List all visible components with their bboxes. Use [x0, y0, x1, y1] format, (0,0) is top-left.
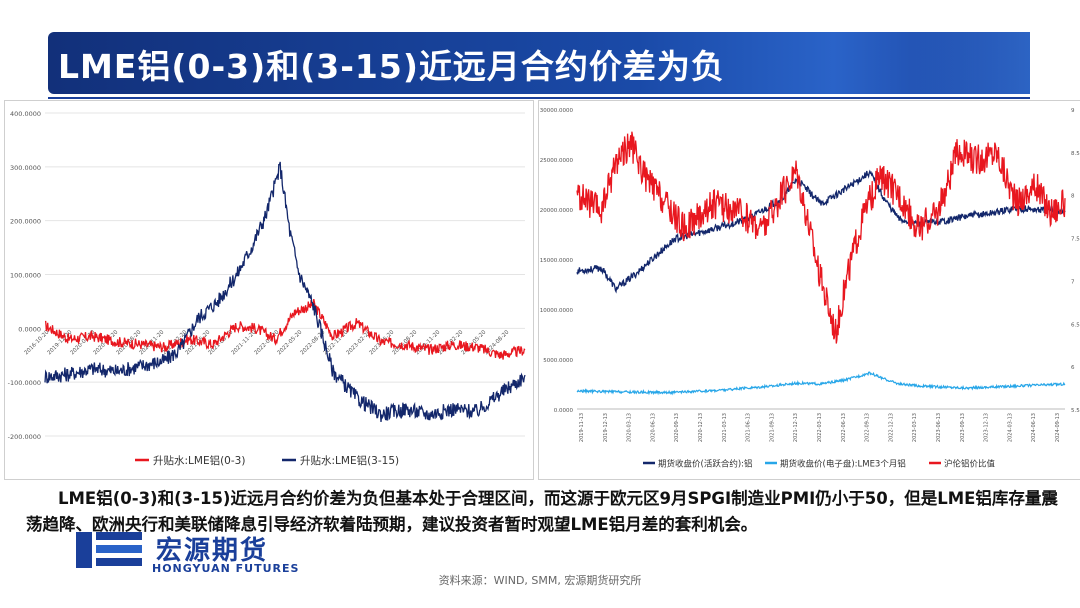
legend-label: 升贴水:LME铝(0-3) [153, 454, 245, 467]
logo-mark-icon [76, 532, 142, 568]
series-line-1 [44, 161, 526, 422]
x-tick-label: 2024-03-13 [1007, 413, 1013, 442]
logo-cn-text: 宏源期货 [156, 536, 269, 566]
x-tick-label: 2023-03-13 [912, 413, 918, 442]
y2-tick-label: 8 [1071, 194, 1075, 200]
legend-label: 期货收盘价(电子盘):LME3个月铝 [780, 459, 906, 470]
x-tick-label: 2020-03-13 [627, 413, 633, 442]
legend-label: 期货收盘价(活跃合约):铝 [658, 459, 753, 470]
right-chart-panel: 30000.0000 25000.0000 20000.0000 15000.0000… [538, 100, 1080, 480]
y-tick-label: 200.0000 [10, 218, 41, 226]
y2-tick-label: 9 [1071, 108, 1075, 114]
y-tick-label: 0.0000 [554, 408, 574, 414]
x-tick-label: 2022-12-13 [888, 413, 894, 442]
x-tick-label: 2023-09-13 [960, 413, 966, 442]
x-tick-label: 2022-06-13 [841, 413, 847, 442]
y-tick-label: 30000.0000 [540, 108, 574, 114]
x-tick-label: 2022-03-13 [817, 413, 823, 442]
company-logo: 宏源期货 HONGYUAN FUTURES [76, 530, 316, 578]
x-tick-label: 2020-09-13 [674, 413, 680, 442]
y-tick-label: 400.0000 [10, 110, 41, 118]
y-tick-label: 0.0000 [18, 325, 41, 333]
x-tick-label: 2020-12-13 [698, 413, 704, 442]
series-line-2 [576, 131, 1066, 344]
series-line-1 [576, 371, 1066, 396]
y2-tick-label: 8.5 [1071, 151, 1080, 157]
x-tick-label: 2019-11-13 [579, 413, 585, 442]
title-underline [48, 97, 1030, 99]
left-chart: 400.0000 300.0000 200.0000 100.0000 0.0000 -1… [8, 110, 526, 467]
title-bar-accent [910, 32, 1030, 94]
y-tick-label: 5000.0000 [543, 358, 573, 364]
y-tick-label: 10000.0000 [540, 308, 574, 314]
y-tick-label: -100.0000 [8, 379, 41, 387]
page-title: LME铝(0-3)和(3-15)近远月合约价差为负 [58, 47, 725, 86]
series-line-0 [45, 298, 526, 360]
x-tick-label: 2021-03-13 [722, 413, 728, 442]
y2-tick-label: 6.5 [1071, 322, 1080, 328]
left-chart-panel: 400.0000 300.0000 200.0000 100.0000 0.0000 -1… [4, 100, 534, 480]
x-tick-label: 2022-09-13 [865, 413, 871, 442]
series-line-0 [576, 169, 1066, 294]
x-tick-label: 2023-06-13 [936, 413, 942, 442]
x-tick-label: 2021-06-13 [746, 413, 752, 442]
x-tick-label: 2023-12-13 [984, 413, 990, 442]
x-tick-label: 2024-06-13 [1031, 413, 1037, 442]
y-tick-label: -200.0000 [8, 433, 41, 441]
y-tick-label: 20000.0000 [540, 208, 574, 214]
x-tick-label: 2021-09-13 [769, 413, 775, 442]
x-tick-label: 2020-06-13 [650, 413, 656, 442]
legend-label: 沪伦铝价比值 [944, 459, 996, 470]
y2-tick-label: 6 [1071, 365, 1075, 371]
y2-tick-label: 7.5 [1071, 237, 1080, 243]
right-chart: 30000.0000 25000.0000 20000.0000 15000.0000… [540, 108, 1080, 470]
y-tick-label: 300.0000 [10, 164, 41, 172]
y2-tick-label: 7 [1071, 279, 1075, 285]
logo-en-text: HONGYUAN FUTURES [152, 562, 300, 575]
x-tick-label: 2024-09-13 [1055, 413, 1061, 442]
source-note: 资料来源：WIND, SMM, 宏源期货研究所 [438, 574, 642, 587]
x-tick-label: 2021-12-13 [793, 413, 799, 442]
y-tick-label: 100.0000 [10, 272, 41, 280]
y-tick-label: 25000.0000 [540, 158, 574, 164]
analysis-text: LME铝(0-3)和(3-15)近远月合约价差为负但基本处于合理区间，而这源于欧… [26, 489, 1058, 534]
x-tick-label: 2019-12-13 [603, 413, 609, 442]
title-bar: LME铝(0-3)和(3-15)近远月合约价差为负 [48, 32, 1030, 94]
y-tick-label: 15000.0000 [540, 258, 574, 264]
legend-label: 升贴水:LME铝(3-15) [300, 454, 399, 467]
y2-tick-label: 5.5 [1071, 408, 1080, 414]
